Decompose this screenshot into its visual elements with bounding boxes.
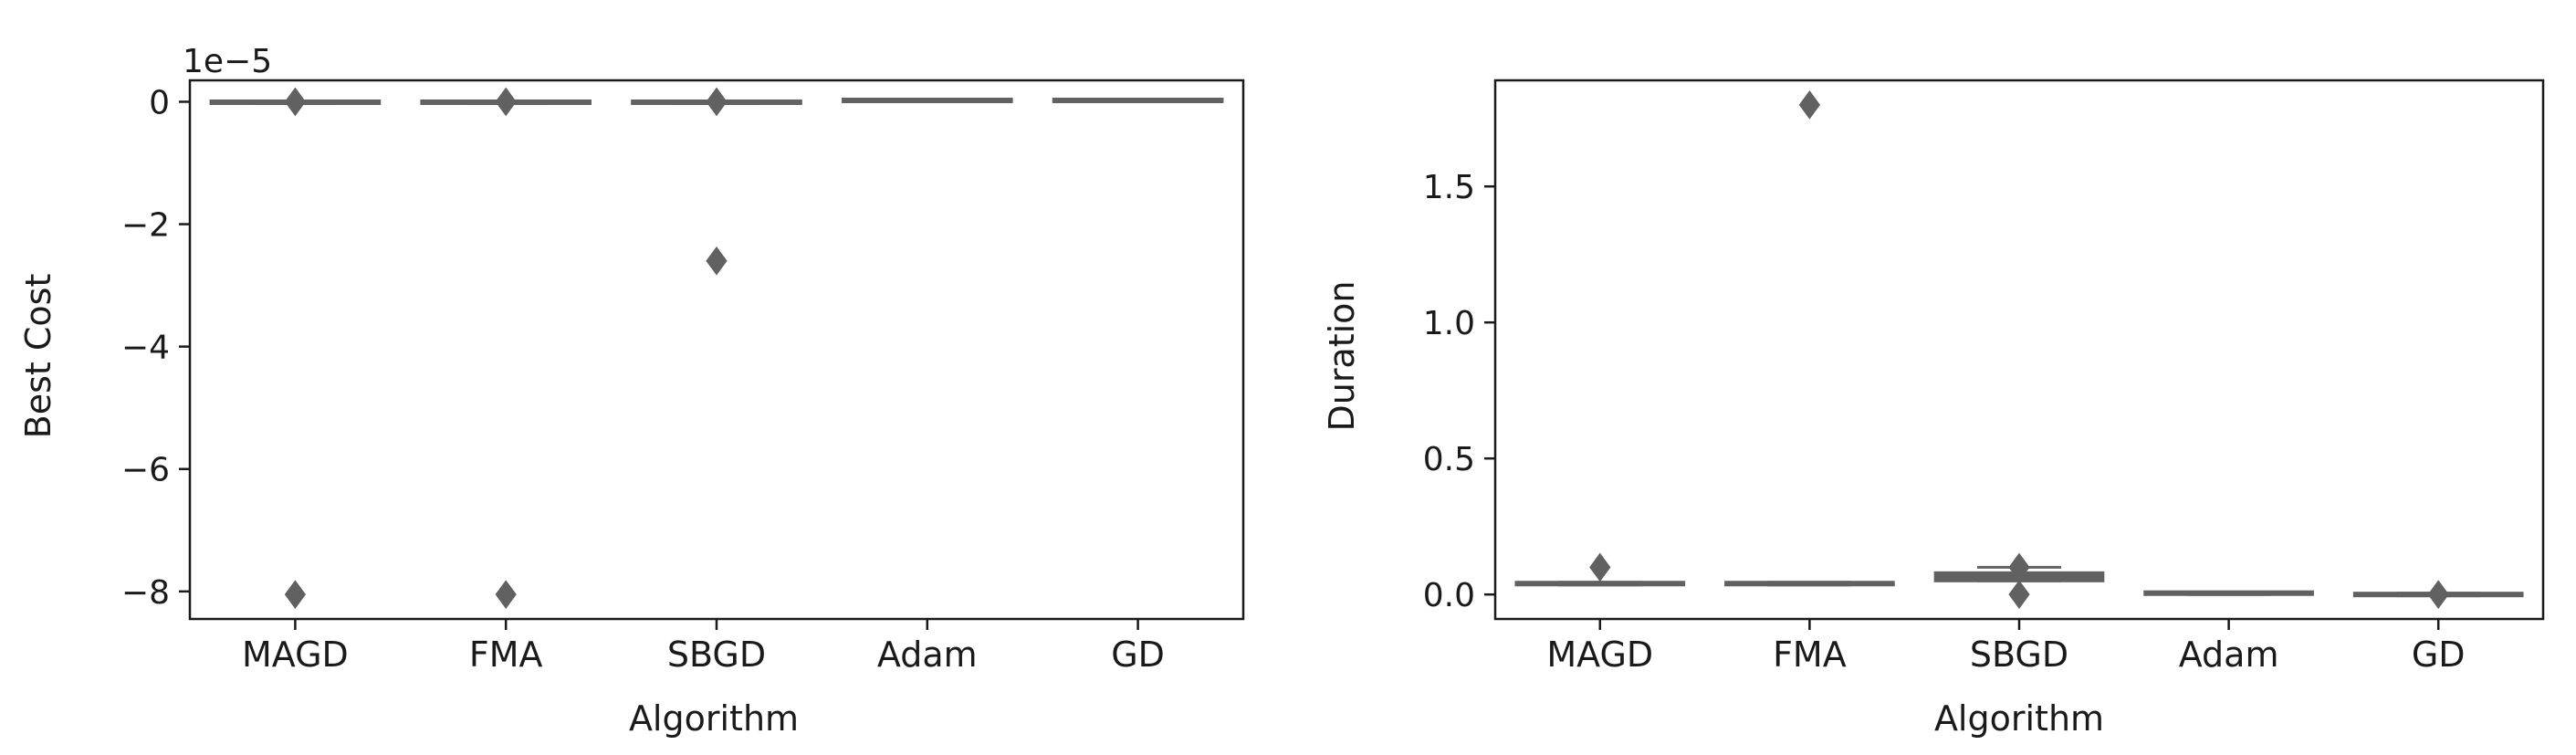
- x-tick-label: GD: [2412, 634, 2466, 675]
- y-tick-label: −2: [121, 207, 170, 245]
- y-tick-label: 0.0: [1423, 577, 1475, 614]
- x-tick-label: Adam: [2179, 634, 2279, 675]
- box-adam: [841, 97, 1013, 103]
- box-magd: [209, 87, 382, 610]
- outlier-point: [1589, 552, 1611, 582]
- outlier-point: [706, 87, 728, 117]
- outlier-point: [2427, 580, 2449, 610]
- y-tick-label: −6: [121, 452, 170, 489]
- outlier-point: [495, 580, 517, 610]
- box-gd: [1052, 97, 1224, 103]
- outlier-point: [495, 87, 517, 117]
- box-fma: [1724, 89, 1895, 587]
- x-tick-label: FMA: [469, 634, 543, 675]
- y-tick-label: −8: [121, 574, 170, 612]
- x-tick-label: FMA: [1773, 634, 1847, 675]
- box-magd: [1514, 552, 1686, 587]
- box-sbgd: [631, 87, 802, 276]
- y-tick-label: 1.0: [1423, 305, 1475, 342]
- outlier-point: [284, 580, 307, 610]
- box-fma: [420, 87, 592, 610]
- outlier-point: [2008, 580, 2030, 610]
- x-axis-label: Algorithm: [1934, 698, 2104, 739]
- duration-boxplot: Duration Algorithm 0.0 0.5 1.0 1.5 MAGD FMA SB…: [1322, 79, 2545, 739]
- outlier-point: [284, 87, 307, 117]
- y-tick-label: 0: [149, 84, 170, 121]
- x-tick-label: MAGD: [242, 634, 349, 675]
- y-tick-label: 0.5: [1423, 441, 1475, 478]
- x-axis-label: Algorithm: [629, 698, 799, 739]
- x-tick-label: SBGD: [667, 634, 766, 675]
- y-tick-label: −4: [121, 330, 170, 367]
- outlier-point: [706, 246, 728, 276]
- offset-text: 1e−5: [183, 43, 272, 80]
- y-axis-label: Best Cost: [18, 274, 58, 439]
- x-tick-label: SBGD: [1970, 634, 2068, 675]
- outlier-point: [1798, 89, 1821, 120]
- x-tick-label: GD: [1111, 634, 1165, 675]
- best-cost-boxplot: 1e−5 Best Cost Algorithm 0 −2 −4 −6 −8 MAGD FM…: [18, 43, 1245, 739]
- box-adam: [2143, 590, 2314, 596]
- box-gd: [2352, 580, 2524, 610]
- y-tick-label: 1.5: [1423, 169, 1475, 206]
- y-axis-label: Duration: [1322, 280, 1362, 431]
- x-tick-label: Adam: [877, 634, 978, 675]
- box-sbgd: [1933, 552, 2105, 610]
- x-tick-label: MAGD: [1546, 634, 1653, 675]
